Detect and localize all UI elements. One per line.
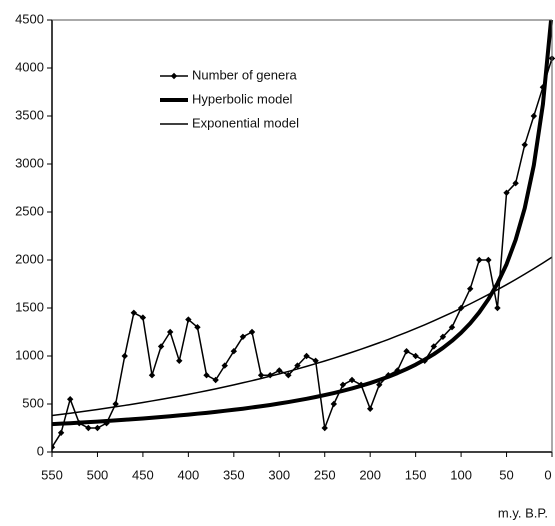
data-point: [157, 343, 165, 350]
x-tick-label: 550: [41, 467, 63, 482]
data-point: [130, 309, 138, 316]
data-point: [185, 316, 192, 323]
data-point: [57, 429, 65, 436]
y-tick-label: 3000: [15, 155, 44, 170]
data-point: [530, 112, 538, 120]
data-point: [166, 328, 174, 336]
x-tick-label: 0: [544, 467, 551, 482]
data-point: [466, 285, 474, 292]
x-tick-label: 450: [132, 467, 154, 482]
data-point: [52, 444, 56, 451]
data-point: [66, 396, 74, 403]
data-point: [194, 324, 201, 331]
data-point: [366, 405, 374, 412]
legend-label: Number of genera: [192, 67, 298, 82]
data-point: [376, 381, 383, 388]
series-line: [52, 256, 553, 417]
legend-label: Hyperbolic model: [192, 91, 293, 106]
data-point: [412, 352, 419, 360]
x-tick-label: 500: [87, 467, 109, 482]
data-point: [257, 372, 265, 379]
data-point: [148, 372, 156, 379]
data-point: [448, 324, 456, 331]
y-tick-label: 1500: [15, 299, 44, 314]
data-point: [303, 352, 310, 360]
x-tick-label: 150: [405, 467, 427, 482]
data-point: [348, 376, 356, 384]
data-point: [476, 256, 483, 264]
data-point: [112, 400, 119, 408]
series-line: [52, 58, 553, 448]
data-point: [139, 314, 147, 321]
y-tick-label: 500: [22, 395, 44, 410]
x-tick-label: 50: [499, 467, 513, 482]
y-tick-label: 4500: [15, 11, 44, 26]
data-point: [285, 372, 292, 379]
data-point: [276, 367, 283, 374]
data-point: [239, 333, 247, 340]
data-point: [221, 362, 228, 369]
x-tick-label: 250: [314, 467, 336, 482]
y-tick-label: 4000: [15, 59, 44, 74]
series-line: [52, 20, 554, 427]
data-point: [94, 424, 101, 432]
legend-label: Exponential model: [192, 115, 299, 130]
data-point: [403, 348, 410, 355]
data-point: [321, 424, 328, 432]
y-tick-label: 0: [37, 443, 44, 458]
y-tick-label: 3500: [15, 107, 44, 122]
x-tick-label: 100: [450, 467, 472, 482]
legend-marker: [170, 72, 178, 80]
data-point: [330, 400, 338, 408]
data-point: [294, 362, 301, 369]
y-tick-label: 1000: [15, 347, 44, 362]
x-tick-label: 400: [178, 467, 200, 482]
data-point: [503, 189, 510, 196]
data-point: [512, 180, 519, 187]
data-point: [212, 376, 219, 384]
data-point: [521, 141, 528, 148]
data-point: [494, 304, 501, 312]
data-point: [203, 372, 210, 379]
x-tick-label: 350: [223, 467, 245, 482]
data-point: [230, 348, 238, 355]
plot-area: [52, 20, 555, 451]
data-point: [248, 328, 256, 336]
x-tick-label: 200: [359, 467, 381, 482]
data-point: [339, 381, 347, 388]
x-tick-label: 300: [268, 467, 290, 482]
data-point: [121, 352, 128, 360]
data-point: [485, 256, 492, 264]
data-point: [312, 357, 319, 364]
data-point: [430, 343, 438, 350]
data-point: [176, 357, 183, 364]
y-tick-label: 2000: [15, 251, 44, 266]
y-tick-label: 2500: [15, 203, 44, 218]
x-axis-label: m.y. B.P.: [498, 505, 548, 520]
data-point: [439, 333, 447, 340]
data-point: [85, 424, 92, 432]
